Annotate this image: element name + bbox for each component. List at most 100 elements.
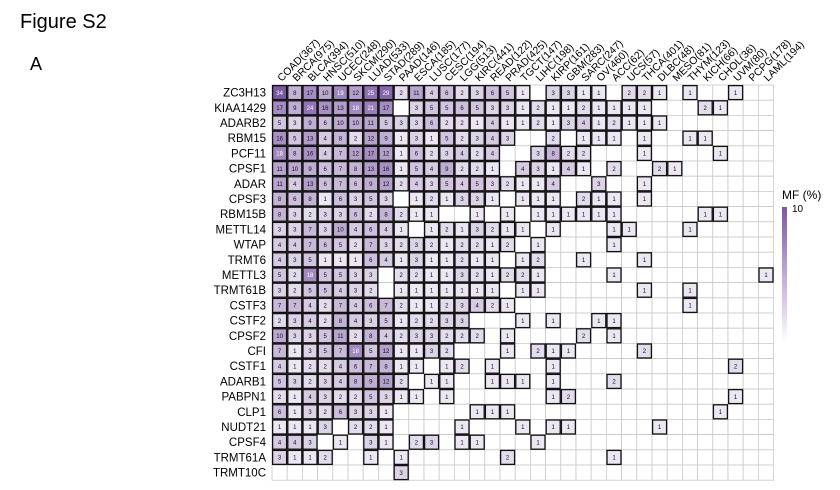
heatmap-cell-label: 1: [688, 228, 692, 234]
heatmap-cell-label: 12: [352, 91, 359, 97]
heatmap-cell-label: 18: [307, 273, 314, 279]
heatmap-cell: [393, 206, 409, 222]
heatmap-cell-label: 2: [400, 212, 404, 218]
heatmap-cell-label: 1: [567, 349, 571, 355]
heatmap-cell: [363, 358, 379, 374]
heatmap-cell: [682, 130, 698, 146]
heatmap-grid-cell: [682, 434, 699, 451]
heatmap-cell: [606, 267, 622, 283]
heatmap-grid-cell: [332, 449, 349, 466]
heatmap-cell: [287, 434, 303, 450]
heatmap-cell-label: 1: [552, 349, 556, 355]
heatmap-cell: [317, 404, 333, 420]
heatmap-cell-label: 1: [415, 197, 419, 203]
heatmap-cell-label: 2: [552, 136, 556, 142]
heatmap-grid-cell: [712, 449, 729, 466]
heatmap-cell: [378, 297, 394, 314]
heatmap-grid-cell: [560, 403, 577, 420]
heatmap-grid-cell: [697, 236, 714, 253]
heatmap-grid-cell: [712, 130, 729, 147]
heatmap-cell: [302, 221, 318, 238]
heatmap-cell-label: 4: [324, 152, 328, 158]
heatmap-cell: [317, 267, 333, 283]
heatmap-cell-label: 1: [719, 212, 723, 218]
heatmap-cell-label: 17: [367, 152, 374, 158]
heatmap-cell: [636, 115, 653, 131]
heatmap-cell: [393, 449, 409, 466]
heatmap-grid-cell: [590, 145, 607, 162]
heatmap-grid-cell: [666, 99, 683, 116]
heatmap-cell-label: 8: [354, 380, 358, 386]
heatmap-grid-cell: [682, 464, 699, 481]
heatmap-cell-label: 3: [415, 136, 419, 142]
heatmap-cell: [378, 84, 394, 101]
heatmap-cell: [287, 100, 303, 116]
heatmap-grid-cell: [758, 145, 775, 162]
heatmap-cell-label: 1: [293, 410, 297, 416]
heatmap-cell-label: 3: [445, 152, 449, 158]
heatmap-grid-cell: [666, 434, 683, 451]
heatmap-cell-label: 1: [643, 152, 647, 158]
heatmap-grid-cell: [682, 327, 699, 344]
heatmap-cell: [271, 160, 288, 177]
heatmap-grid-cell: [651, 449, 668, 466]
heatmap-cell: [545, 115, 561, 131]
heatmap-cell-label: 8: [278, 197, 282, 203]
heatmap-grid-cell: [530, 464, 547, 481]
heatmap-grid-cell: [469, 418, 486, 435]
heatmap-cell-label: 1: [445, 395, 449, 401]
heatmap-cell: [332, 404, 349, 420]
heatmap-cell: [454, 434, 470, 450]
heatmap-cell: [378, 434, 394, 450]
heatmap-cell: [530, 434, 546, 450]
heatmap-cell-label: 2: [430, 197, 434, 203]
heatmap-cell: [302, 449, 318, 466]
heatmap-cell: [332, 100, 349, 116]
heatmap-cell-label: 1: [400, 364, 404, 370]
heatmap-cell: [287, 115, 303, 131]
heatmap-grid-cell: [697, 327, 714, 344]
heatmap-grid-cell: [484, 434, 501, 451]
heatmap-cell-label: 3: [308, 334, 312, 340]
heatmap-grid-cell: [499, 388, 516, 405]
heatmap-cell-label: 1: [734, 395, 738, 401]
heatmap-grid-cell: [545, 434, 562, 451]
heatmap-cell: [606, 312, 622, 329]
heatmap-grid-cell: [469, 388, 486, 405]
heatmap-grid-cell: [453, 464, 470, 481]
heatmap-grid-cell: [484, 342, 501, 359]
heatmap-grid-cell: [575, 221, 592, 238]
heatmap-grid-cell: [621, 297, 638, 314]
heatmap-grid-cell: [362, 464, 379, 481]
heatmap-cell: [499, 100, 516, 116]
heatmap-cell: [560, 145, 577, 162]
heatmap-grid-cell: [758, 327, 775, 344]
heatmap-cell: [317, 191, 333, 207]
heatmap-cell-label: 1: [400, 288, 404, 294]
heatmap-cell: [439, 373, 455, 390]
heatmap-cell-label: 5: [384, 319, 388, 325]
heatmap-grid-cell: [727, 145, 744, 162]
heatmap-cell-label: 4: [278, 364, 282, 370]
heatmap-cell-label: 5: [445, 136, 449, 142]
heatmap-grid-cell: [727, 115, 744, 132]
heatmap-cell-label: 9: [293, 106, 297, 112]
heatmap-grid-cell: [393, 434, 410, 451]
heatmap-cell-label: 1: [597, 121, 601, 127]
heatmap-cell: [423, 206, 440, 222]
heatmap-grid-cell: [347, 434, 364, 451]
heatmap-cell-label: 6: [430, 121, 434, 127]
heatmap-cell-label: 3: [476, 197, 480, 203]
heatmap-grid-cell: [575, 403, 592, 420]
heatmap-cell-label: 2: [643, 349, 647, 355]
heatmap-grid-cell: [575, 464, 592, 481]
heatmap-grid-cell: [575, 358, 592, 375]
heatmap-cell: [378, 388, 394, 405]
heatmap-cell: [287, 206, 303, 222]
heatmap-cell: [408, 206, 425, 222]
heatmap-grid-cell: [636, 327, 653, 344]
heatmap-grid-cell: [545, 327, 562, 344]
heatmap-cell-label: 3: [491, 106, 495, 112]
heatmap-cell-label: 2: [658, 167, 662, 173]
heatmap-grid-cell: [530, 130, 547, 147]
